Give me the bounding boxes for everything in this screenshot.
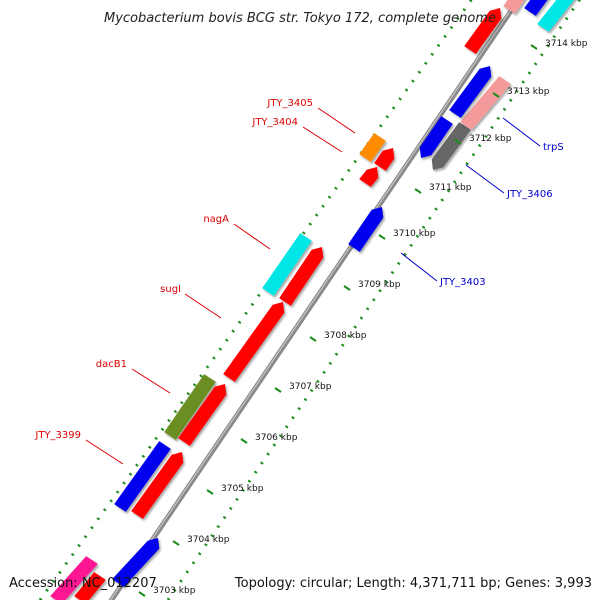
gene-arrow-red[interactable] — [359, 167, 379, 187]
tick-label: 3711 kbp — [429, 183, 472, 193]
gene-label[interactable]: JTY_3404 — [251, 117, 298, 128]
tick-mark — [343, 285, 351, 291]
tick-label: 3707 kbp — [289, 382, 332, 392]
tick-mark — [414, 188, 422, 194]
tick-label: 3703 kbp — [153, 586, 196, 596]
tick-mark — [530, 44, 538, 50]
gene-arrow-pink[interactable] — [503, 0, 531, 14]
gene-arrow-orange[interactable] — [359, 133, 386, 162]
tick-label: 3714 kbp — [545, 39, 588, 49]
tick-label: 3713 kbp — [507, 87, 550, 97]
tick-label: 3708 kbp — [324, 331, 367, 341]
tick-mark — [309, 336, 317, 342]
gene-label[interactable]: dacB1 — [96, 359, 127, 370]
gene-label[interactable]: trpS — [543, 142, 564, 153]
gene-arrow-red[interactable] — [223, 302, 285, 382]
gene-label[interactable]: nagA — [203, 214, 229, 225]
gene-arrow-red[interactable] — [464, 8, 502, 54]
gene-arrow-red[interactable] — [374, 148, 395, 171]
gene-labels: JTY_3405 JTY_3404 nagA sugI dacB1 JTY_3399 trp… — [34, 98, 564, 465]
gene-label-leader — [131, 368, 171, 394]
gene-label[interactable]: sugI — [160, 284, 181, 295]
gene-label-leader — [302, 126, 343, 153]
gene-arrow-olive[interactable] — [164, 374, 216, 440]
gene-arrow-grey[interactable] — [431, 122, 471, 170]
gene-arrow-blue[interactable] — [112, 538, 160, 587]
kbp-ticks: 3703 kbp 3704 kbp 3705 kbp 3706 kbp 3707 kbp… — [138, 39, 588, 597]
gene-arrow-red[interactable] — [279, 247, 324, 306]
tick-mark — [206, 489, 214, 495]
gene-arrow-blue[interactable] — [419, 116, 453, 158]
gene-arrow-pink[interactable] — [460, 76, 511, 130]
gene-label-leader — [233, 223, 271, 250]
gene-arrow-cyan[interactable] — [262, 233, 312, 296]
tick-mark — [378, 234, 386, 240]
tick-mark — [138, 591, 146, 597]
gene-label[interactable]: JTY_3399 — [34, 430, 81, 441]
gene-label-leader — [400, 252, 438, 282]
tick-label: 3709 kbp — [358, 280, 401, 290]
map-title: Mycobacterium bovis BCG str. Tokyo 172, … — [104, 11, 496, 26]
tick-mark — [492, 92, 500, 98]
gene-label[interactable]: JTY_3403 — [439, 277, 486, 288]
gene-arrow-blue[interactable] — [449, 66, 492, 118]
guide-dotted-line — [38, 0, 474, 600]
gene-arrow-blue[interactable] — [348, 207, 384, 252]
gene-label-leader — [85, 439, 124, 465]
tick-label: 3706 kbp — [255, 433, 298, 443]
gene-arrow-cyan[interactable] — [537, 0, 591, 32]
tick-label: 3712 kbp — [469, 134, 512, 144]
gene-label-leader — [184, 293, 222, 319]
tick-label: 3704 kbp — [187, 535, 230, 545]
gene-label[interactable]: JTY_3406 — [506, 189, 553, 200]
topology-text: Topology: circular; Length: 4,371,711 bp… — [234, 576, 592, 591]
gene-arrow-magenta[interactable] — [50, 556, 98, 600]
gene-features — [50, 0, 591, 600]
gene-label-leader — [465, 164, 505, 194]
gene-arrow-red[interactable] — [131, 452, 184, 519]
tick-label: 3710 kbp — [393, 229, 436, 239]
gene-arrow-red[interactable] — [178, 384, 227, 446]
gene-label-leader — [317, 107, 356, 134]
tick-mark — [274, 387, 282, 393]
genome-backbone — [108, 0, 522, 600]
gene-label[interactable]: JTY_3405 — [266, 98, 313, 109]
tick-mark — [240, 438, 248, 444]
gene-arrow-blue[interactable] — [114, 441, 171, 512]
tick-mark — [172, 540, 180, 546]
tick-label: 3705 kbp — [221, 484, 264, 494]
accession-text: Accession: NC_012207 — [9, 576, 157, 591]
tick-mark — [454, 139, 462, 145]
gene-arrow-red[interactable] — [74, 572, 106, 600]
gene-arrow-blue[interactable] — [524, 0, 558, 16]
gene-label-leader — [502, 117, 541, 147]
